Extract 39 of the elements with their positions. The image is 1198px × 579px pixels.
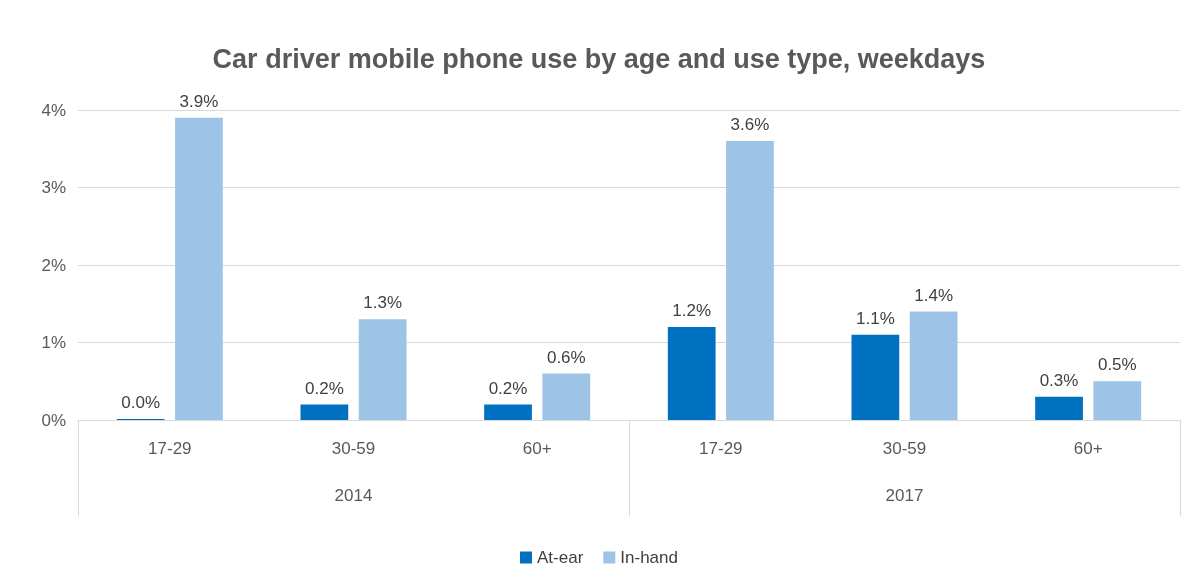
bar xyxy=(300,404,349,420)
x-tick-label: 17-29 xyxy=(699,439,743,458)
bar xyxy=(1035,396,1083,420)
data-label: 0.2% xyxy=(305,378,344,398)
y-tick-label: 2% xyxy=(41,255,66,275)
data-label: 1.1% xyxy=(856,308,895,328)
text: 2017 xyxy=(885,486,924,505)
y-tick-label: 4% xyxy=(41,100,66,120)
chart-title: Car driver mobile phone use by age and use type, weekdays xyxy=(212,43,986,74)
data-label: 1.4% xyxy=(914,285,953,305)
x-tick-label: 17-29 xyxy=(148,439,192,458)
bar xyxy=(667,327,716,420)
x-tick-label: 60+ xyxy=(1073,439,1103,458)
bar xyxy=(484,404,532,420)
text: 2014 xyxy=(334,486,373,505)
data-label: 0.2% xyxy=(488,378,528,398)
data-label: 0.5% xyxy=(1097,355,1137,375)
data-label: 0.3% xyxy=(1039,370,1079,390)
bar xyxy=(851,334,900,420)
bar xyxy=(1093,381,1142,420)
data-label: 0.6% xyxy=(546,347,586,367)
data-label: 1.2% xyxy=(672,301,712,320)
data-label: 3.9% xyxy=(179,91,219,111)
data-label: 3.6% xyxy=(730,115,770,134)
bar xyxy=(909,311,958,420)
legend-label: At-ear xyxy=(537,548,584,567)
bar xyxy=(175,117,223,420)
bar xyxy=(358,319,407,420)
x-tick-label: 30-59 xyxy=(882,439,927,458)
x-tick-label: 60+ xyxy=(522,439,552,458)
bar xyxy=(542,373,591,420)
data-label: 0.0% xyxy=(121,393,161,412)
y-tick-label: 1% xyxy=(41,333,66,352)
legend-label: In-hand xyxy=(620,548,678,567)
data-label: 1.3% xyxy=(363,293,402,313)
x-tick-label: 30-59 xyxy=(331,439,376,458)
y-tick-label: 3% xyxy=(41,178,66,197)
bar xyxy=(726,141,774,420)
y-tick-label: 0% xyxy=(41,410,66,430)
